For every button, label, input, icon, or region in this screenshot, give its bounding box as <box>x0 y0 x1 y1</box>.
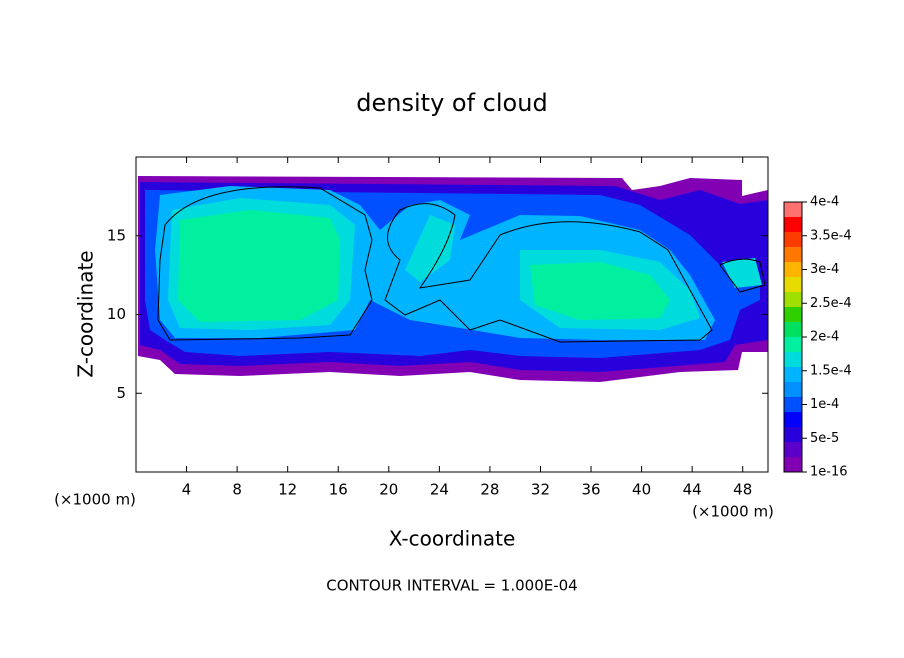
x-tick-label: 36 <box>581 481 600 499</box>
colorbar-bin <box>784 217 802 232</box>
colorbar-bin <box>784 322 802 337</box>
colorbar-bin <box>784 352 802 367</box>
colorbar-label: 1.5e-4 <box>810 363 852 378</box>
contour-line <box>719 258 766 293</box>
colorbar-bin <box>784 292 802 307</box>
y-tick-label: 15 <box>107 226 126 244</box>
colorbar-label: 3.5e-4 <box>810 228 852 243</box>
x-tick-label: 8 <box>232 481 242 499</box>
colorbar-label: 2e-4 <box>810 330 839 345</box>
colorbar-bin <box>784 307 802 322</box>
x-tick-label: 16 <box>329 481 348 499</box>
colorbar-label: 3e-4 <box>810 262 839 277</box>
x-tick-label: 20 <box>379 481 398 499</box>
colorbar-label: 4e-4 <box>810 195 839 210</box>
colorbar-bin <box>784 232 802 247</box>
y-tick-label: 10 <box>107 305 126 323</box>
colorbar-label: 2.5e-4 <box>810 296 852 311</box>
x-tick-label: 44 <box>683 481 702 499</box>
x-axis-label: X-coordinate <box>389 527 516 551</box>
colorbar-bin <box>784 442 802 457</box>
footer-note: CONTOUR INTERVAL = 1.000E-04 <box>326 577 577 595</box>
colorbar-bin <box>784 277 802 292</box>
chart-title: density of cloud <box>356 89 547 117</box>
x-tick-label: 28 <box>480 481 499 499</box>
x-tick-label: 24 <box>430 481 449 499</box>
colorbar-bin <box>784 412 802 427</box>
x-tick-label: 40 <box>632 481 651 499</box>
cloud-field <box>138 176 768 382</box>
colorbar-bin <box>784 247 802 262</box>
colorbar-label: 1e-4 <box>810 397 839 412</box>
colorbar-bin <box>784 382 802 397</box>
colorbar-bin <box>784 397 802 412</box>
contour-line <box>384 203 713 343</box>
colorbar-bin <box>784 337 802 352</box>
colorbar-bin <box>784 457 802 472</box>
x-unit: (×1000 m) <box>692 503 774 521</box>
y-axis-label: Z-coordinate <box>74 250 98 377</box>
x-tick-label: 12 <box>278 481 297 499</box>
x-tick-label: 32 <box>531 481 550 499</box>
colorbar-bin <box>784 427 802 442</box>
colorbar-bin <box>784 202 802 217</box>
colorbar-bin <box>784 367 802 382</box>
colorbar-bin <box>784 262 802 277</box>
y-tick-label: 5 <box>116 384 126 402</box>
x-tick-label: 4 <box>182 481 192 499</box>
contour-line <box>157 186 373 341</box>
colorbar-label: 5e-5 <box>810 431 839 446</box>
x-tick-label: 48 <box>733 481 752 499</box>
colorbar-label: 1e-16 <box>810 465 848 480</box>
y-unit: (×1000 m) <box>54 491 136 509</box>
field-layer <box>178 210 670 322</box>
